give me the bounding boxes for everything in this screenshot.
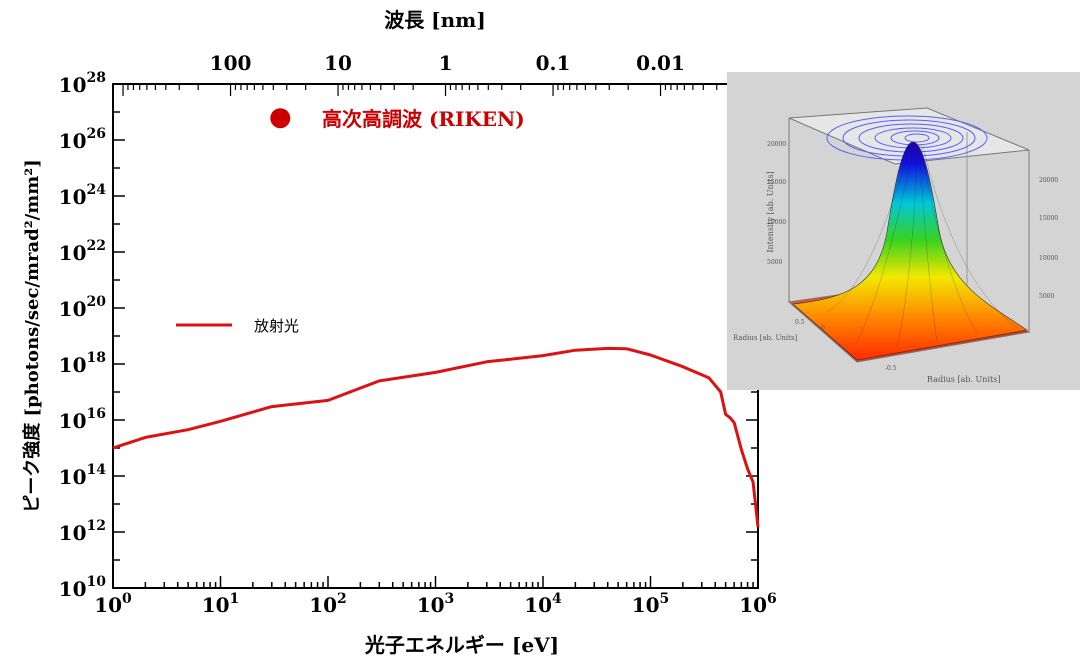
top-tick-label: 0.01 xyxy=(636,51,685,75)
inset-3d-surface: Intensity [ab. Units] Radius [ab. Units]… xyxy=(727,72,1080,390)
inset-z-tick: 5000 xyxy=(767,259,782,266)
inset-peak-surface xyxy=(792,141,1028,361)
y-tick-label: 1028 xyxy=(59,70,106,97)
inset-z-tick: 20000 xyxy=(767,141,786,148)
x-tick-label: 102 xyxy=(309,591,347,617)
x-axis-title: 光子エネルギー [eV] xyxy=(364,633,559,657)
y-tick-label: 1026 xyxy=(59,126,106,153)
y-tick-label: 1024 xyxy=(59,182,107,209)
inset-radius-tick: 0 xyxy=(821,325,825,332)
top-tick-label: 1 xyxy=(439,51,453,75)
inset-z-tick-right: 5000 xyxy=(1039,293,1054,300)
top-axis-title: 波長 [nm] xyxy=(384,8,486,32)
inset-radius-tick: -0.5 xyxy=(885,365,897,372)
y-tick-label: 1020 xyxy=(59,294,107,321)
series-layer xyxy=(112,108,760,528)
top-tick-label: 100 xyxy=(210,51,252,75)
axis-tick-labels: 100 101 102 103 104 105 1061010101210141016101… xyxy=(59,51,777,617)
inset-mesh xyxy=(826,143,1018,348)
inset-y-label: Radius [ab. Units] xyxy=(733,334,798,342)
inset-z-tick-right: 20000 xyxy=(1039,177,1058,184)
x-tick-label: 106 xyxy=(739,591,777,617)
y-tick-label: 1012 xyxy=(59,518,106,545)
y-tick-label: 1010 xyxy=(59,574,107,601)
top-tick-label: 10 xyxy=(324,51,352,75)
x-tick-label: 105 xyxy=(632,591,670,617)
y-tick-label: 1014 xyxy=(59,462,107,489)
inset-z-tick-right: 10000 xyxy=(1039,255,1058,262)
inset-z-tick: 15000 xyxy=(767,179,786,186)
inset-z-label: Intensity [ab. Units] xyxy=(766,171,775,252)
harmonic-annotation: 高次高調波 (RIKEN) xyxy=(322,107,525,131)
y-tick-label: 1018 xyxy=(59,350,106,377)
series-point-1 xyxy=(270,108,291,129)
inset-z-tick-right: 15000 xyxy=(1039,215,1058,222)
y-axis-title: ピーク強度 [photons/sec/mrad²/mm²] xyxy=(21,159,43,512)
inset-x-label: Radius [ab. Units] xyxy=(927,375,1000,384)
y-tick-label: 1016 xyxy=(59,406,106,433)
inset-radius-tick: 0.5 xyxy=(795,319,805,326)
x-tick-label: 104 xyxy=(524,591,562,617)
inset-z-tick: 10000 xyxy=(767,219,786,226)
axis-ticks xyxy=(112,83,759,589)
plot-frame xyxy=(112,83,759,589)
top-tick-label: 0.1 xyxy=(536,51,571,75)
x-tick-label: 103 xyxy=(417,591,455,617)
series-line-0 xyxy=(112,346,760,528)
x-tick-label: 101 xyxy=(202,591,240,617)
legend-label: 放射光 xyxy=(254,317,299,335)
y-tick-label: 1022 xyxy=(59,238,106,265)
x-tick-label: 100 xyxy=(94,591,132,617)
